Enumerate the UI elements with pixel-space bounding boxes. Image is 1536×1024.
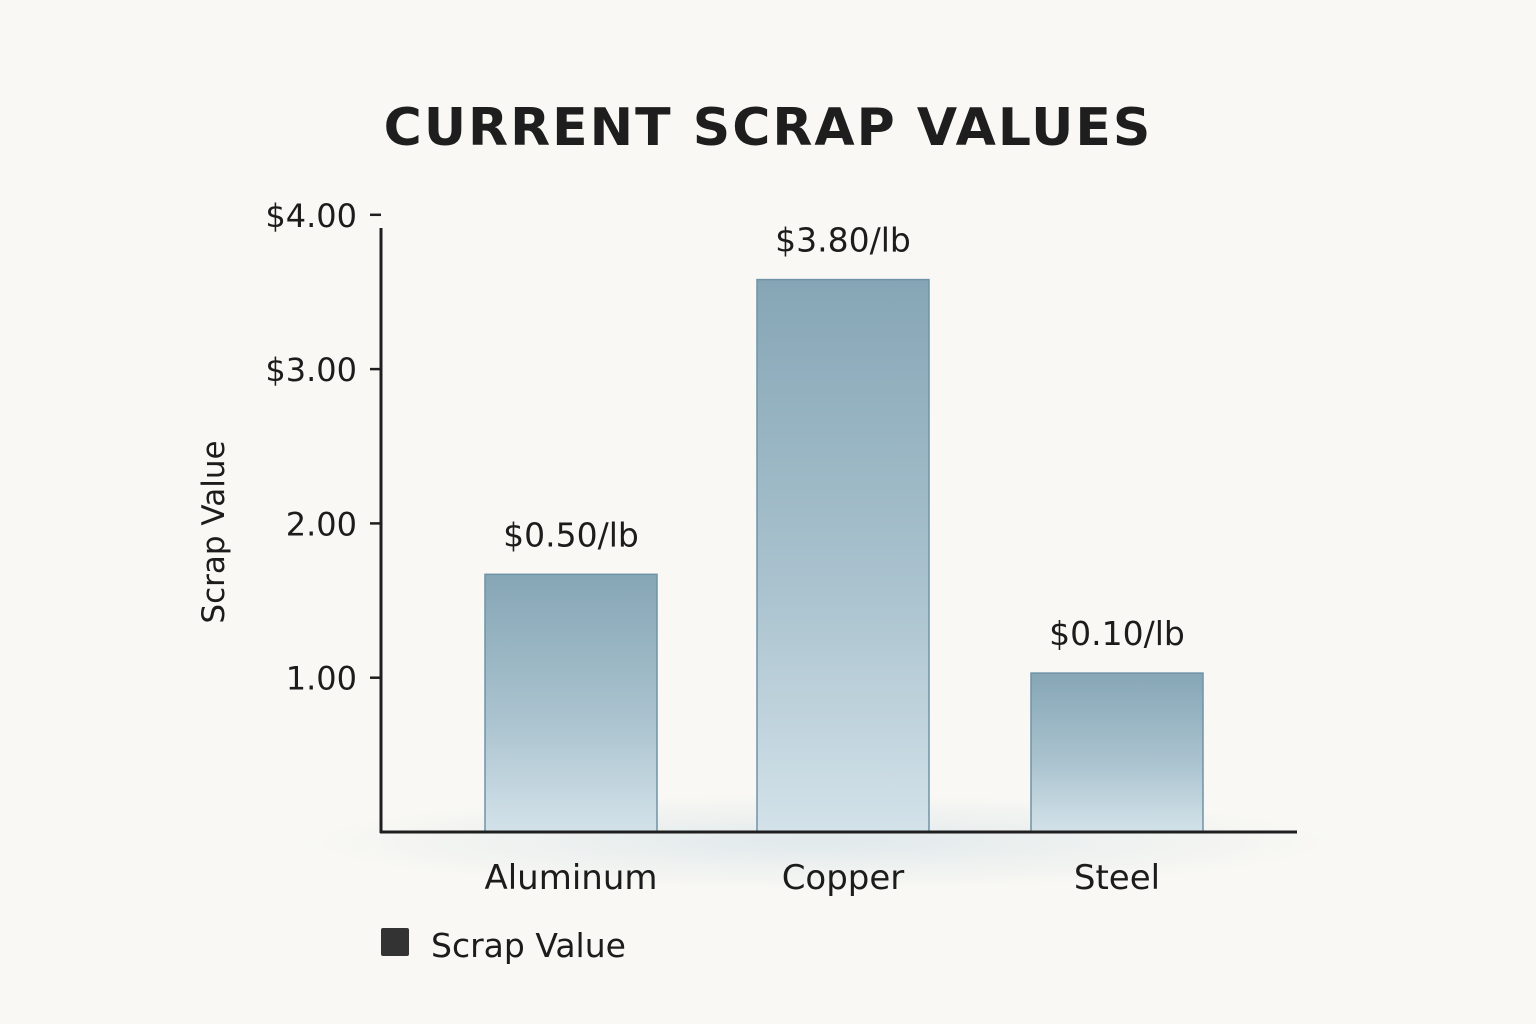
category-label-steel: Steel (1074, 858, 1160, 898)
category-label-copper: Copper (782, 858, 905, 898)
data-label-aluminum: $0.50/lb (503, 515, 639, 554)
chart-title: CURRENT SCRAP VALUES (383, 98, 1153, 158)
y-tick-label: 2.00 (286, 505, 357, 543)
bar-steel (1030, 672, 1204, 833)
y-tick-label: $3.00 (265, 351, 357, 389)
data-labels: $0.50/lb $3.80/lb $0.10/lb (503, 221, 1185, 653)
y-tick-label: $4.00 (265, 197, 357, 235)
category-labels: Aluminum Copper Steel (484, 858, 1160, 898)
bars-layer (484, 278, 1204, 833)
category-label-aluminum: Aluminum (484, 858, 657, 898)
y-tick-label: 1.00 (286, 660, 357, 698)
y-axis-title: Scrap Value (196, 440, 232, 623)
legend-swatch (381, 928, 409, 956)
legend-label: Scrap Value (431, 926, 626, 965)
y-axis-ticks: $4.00 $3.00 2.00 1.00 (265, 197, 381, 698)
bar-copper (756, 278, 930, 833)
data-label-steel: $0.10/lb (1049, 614, 1185, 653)
bar-aluminum (484, 573, 658, 833)
data-label-copper: $3.80/lb (775, 221, 911, 260)
